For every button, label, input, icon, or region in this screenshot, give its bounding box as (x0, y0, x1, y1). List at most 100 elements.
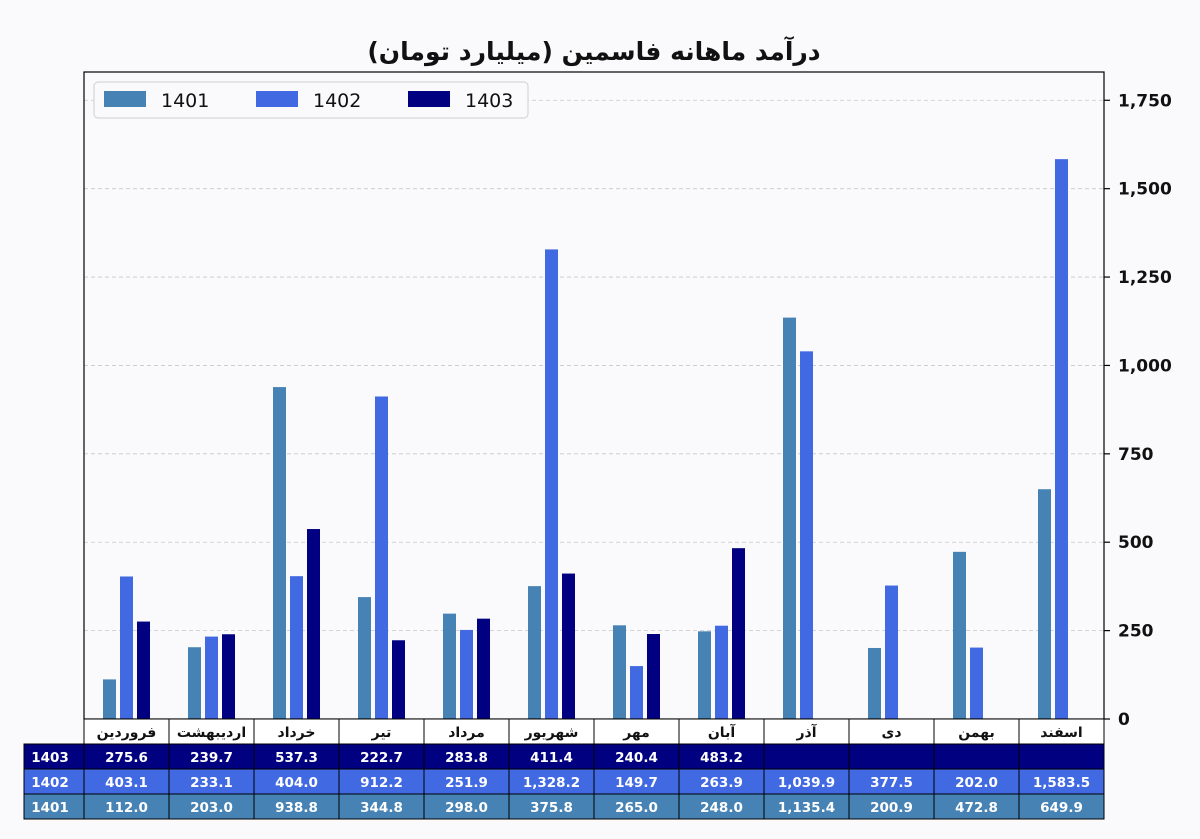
table-cell (168, 768, 255, 795)
table-cell (848, 768, 935, 795)
table-cell-value: 222.7 (360, 750, 403, 766)
bar-1401-2 (188, 647, 201, 719)
bar-1402-6 (545, 249, 558, 719)
table-header-cell (593, 718, 680, 745)
table-cell-value: 1,135.4 (778, 800, 835, 816)
table-cell-value: 938.8 (275, 800, 318, 816)
category-label: فروردین (97, 725, 157, 741)
table-cell-value: 200.9 (870, 800, 913, 816)
table-cell-value: 1,328.2 (523, 775, 580, 791)
legend-label-1402: 1402 (313, 90, 361, 112)
category-label: مهر (622, 725, 650, 741)
bars (103, 159, 1068, 720)
y-tick-label: 1,750 (1118, 91, 1172, 111)
table-header-cell (1018, 718, 1105, 745)
table-cell-value: 1,583.5 (1033, 775, 1090, 791)
y-tick-label: 750 (1118, 445, 1154, 465)
table-cell-value: 149.7 (615, 775, 658, 791)
table-cell (338, 793, 425, 820)
legend: 1401 1402 1403 (93, 81, 529, 119)
table-cell (168, 793, 255, 820)
bar-1402-2 (205, 636, 218, 719)
y-tick-label: 500 (1118, 533, 1154, 553)
table-cell-value: 483.2 (700, 750, 743, 766)
table-cell (763, 743, 850, 770)
table-cell (593, 743, 680, 770)
table-header-cell (168, 718, 255, 745)
table-cell-value: 263.9 (700, 775, 743, 791)
category-label: خرداد (278, 725, 316, 741)
category-label: اسفند (1040, 725, 1082, 741)
legend-label-1401: 1401 (161, 90, 209, 112)
table-cell (423, 768, 510, 795)
legend-box (93, 81, 529, 119)
category-label: شهریور (524, 725, 579, 741)
table-row-label: 1403 (31, 750, 69, 766)
bar-1403-1 (137, 621, 150, 719)
bar-1401-4 (358, 597, 371, 719)
table-cell-value: 202.0 (955, 775, 998, 791)
table-cell (338, 743, 425, 770)
table-cell (848, 743, 935, 770)
category-label: مرداد (448, 725, 485, 741)
table-row-label-cell (23, 768, 85, 795)
bar-1401-5 (443, 613, 456, 719)
table-cell (1018, 743, 1105, 770)
bar-1403-3 (307, 529, 320, 719)
table-cell (933, 793, 1020, 820)
table-cell (423, 793, 510, 820)
bar-1403-2 (222, 634, 235, 719)
table-cell-value: 283.8 (445, 750, 488, 766)
bar-1402-12 (1055, 159, 1068, 720)
table-header-cell (678, 718, 765, 745)
table-cell (423, 743, 510, 770)
table-cell-value: 233.1 (190, 775, 233, 791)
table-row-label: 1402 (31, 775, 69, 791)
bar-1402-8 (715, 625, 728, 719)
grid-lines (84, 99, 1104, 632)
category-label: آذر (795, 723, 817, 741)
table-cell-value: 912.2 (360, 775, 403, 791)
bar-1401-1 (103, 679, 116, 719)
bar-1401-8 (698, 631, 711, 719)
table-cell (1018, 793, 1105, 820)
table-cell-value: 240.4 (615, 750, 658, 766)
bar-1402-3 (290, 576, 303, 719)
data-table: فروردین اردیبهشت خرداد تیر مرداد شهریور مهر آبا… (23, 718, 1105, 820)
category-label: دی (881, 725, 901, 741)
table-cell-value: 1,039.9 (778, 775, 835, 791)
bar-1401-7 (613, 625, 626, 719)
bar-1402-9 (800, 351, 813, 719)
table-cell-value: 472.8 (955, 800, 998, 816)
bar-1402-4 (375, 396, 388, 719)
bar-1401-12 (1038, 489, 1051, 719)
table-header-cell (763, 718, 850, 745)
table-header-cell (848, 718, 935, 745)
chart-title: درآمد ماهانه فاسمین (میلیارد تومان) (367, 36, 820, 67)
legend-label-1403: 1403 (465, 90, 513, 112)
y-tick-label: 1,500 (1118, 180, 1172, 200)
table-cell (678, 793, 765, 820)
y-tick-label: 0 (1118, 710, 1130, 730)
table-cell (933, 743, 1020, 770)
bar-1402-5 (460, 629, 473, 719)
bar-1401-10 (868, 647, 881, 719)
category-label: اردیبهشت (177, 725, 246, 741)
category-label: تیر (371, 725, 392, 741)
table-cell-value: 404.0 (275, 775, 318, 791)
y-tick-label: 1,000 (1118, 356, 1172, 376)
y-tick-label: 250 (1118, 622, 1154, 642)
table-cell-value: 239.7 (190, 750, 233, 766)
table-cell (848, 793, 935, 820)
bar-1403-5 (477, 618, 490, 719)
table-cell (338, 768, 425, 795)
table-cell (253, 768, 340, 795)
table-row-label-cell (23, 793, 85, 820)
table-cell-value: 411.4 (530, 750, 573, 766)
category-label: آبان (708, 723, 736, 741)
table-cell-value: 265.0 (615, 800, 658, 816)
table-cell-value: 248.0 (700, 800, 743, 816)
table-cell-value: 344.8 (360, 800, 403, 816)
bar-1402-10 (885, 585, 898, 719)
table-header-cell (83, 718, 170, 745)
